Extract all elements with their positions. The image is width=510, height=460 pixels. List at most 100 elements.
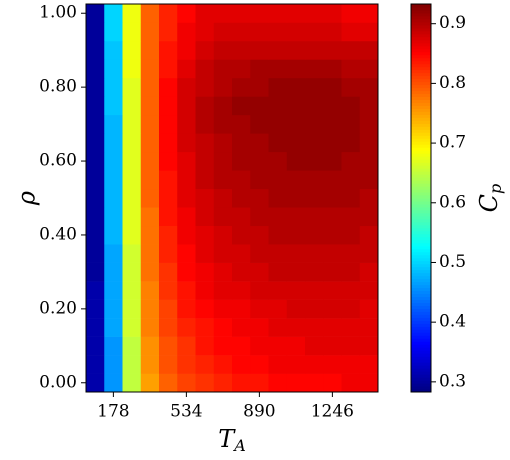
colorbar-swatch bbox=[411, 105, 431, 109]
heatmap-cell bbox=[359, 188, 379, 208]
y-tick-label: 0.60 bbox=[39, 151, 77, 171]
heatmap-cell bbox=[86, 318, 105, 337]
heatmap-cell bbox=[359, 373, 379, 393]
heatmap-cell bbox=[305, 77, 324, 97]
heatmap-cell bbox=[195, 40, 215, 60]
colorbar-swatch bbox=[411, 368, 431, 372]
colorbar-swatch bbox=[411, 4, 431, 8]
colorbar-swatch bbox=[411, 36, 431, 41]
colorbar-swatch bbox=[411, 227, 431, 232]
colorbar-swatch bbox=[411, 27, 431, 32]
colorbar-swatch bbox=[411, 233, 431, 238]
heatmap-cell bbox=[177, 281, 196, 300]
heatmap-cell bbox=[159, 225, 178, 245]
heatmap-cell bbox=[86, 281, 105, 300]
heatmap-cell bbox=[195, 281, 215, 300]
colorbar-swatch bbox=[411, 209, 431, 214]
heatmap-cell bbox=[286, 225, 306, 245]
heatmap-cell bbox=[140, 77, 160, 97]
colorbar-tick-label: 0.6 bbox=[439, 192, 466, 212]
colorbar-swatch bbox=[411, 195, 431, 199]
colorbar-swatch bbox=[411, 215, 431, 220]
heatmap-cell bbox=[195, 244, 215, 263]
heatmap-cell bbox=[159, 170, 178, 190]
heatmap-cell bbox=[305, 355, 324, 374]
heatmap-cell bbox=[232, 336, 251, 356]
heatmap-cell bbox=[359, 355, 379, 374]
heatmap-cell bbox=[86, 114, 105, 134]
heatmap-cell bbox=[323, 114, 342, 134]
heatmap-cell bbox=[305, 133, 324, 153]
heatmap-cell bbox=[177, 336, 196, 356]
heatmap-cell bbox=[122, 336, 142, 356]
heatmap-cell bbox=[305, 373, 324, 393]
heatmap-cell bbox=[122, 151, 142, 171]
heatmap-cell bbox=[140, 225, 160, 245]
colorbar-swatch bbox=[411, 236, 431, 241]
heatmap-cell bbox=[250, 22, 269, 42]
heatmap-cell bbox=[286, 59, 306, 79]
heatmap-cell bbox=[86, 336, 105, 356]
heatmap-cell bbox=[104, 225, 123, 245]
heatmap-cell bbox=[305, 299, 324, 319]
colorbar-swatch bbox=[411, 141, 431, 145]
colorbar-swatch bbox=[411, 114, 431, 118]
heatmap-cell bbox=[250, 170, 269, 190]
heatmap-cell bbox=[177, 318, 196, 337]
heatmap-cell bbox=[86, 22, 105, 42]
heatmap-cell bbox=[177, 225, 196, 245]
x-tick-label: 1246 bbox=[311, 402, 354, 422]
colorbar-swatch bbox=[411, 90, 431, 95]
colorbar-swatch bbox=[411, 365, 431, 369]
heatmap-cell bbox=[286, 188, 306, 208]
heatmap-cell bbox=[250, 244, 269, 263]
heatmap-cell bbox=[359, 281, 379, 300]
colorbar-frame bbox=[410, 3, 432, 393]
colorbar-swatch bbox=[411, 239, 431, 244]
heatmap-cell bbox=[140, 336, 160, 356]
x-tick-label: 178 bbox=[97, 402, 129, 422]
colorbar-swatch bbox=[411, 66, 431, 71]
heatmap-cell bbox=[177, 244, 196, 263]
y-axis-label: ρ bbox=[13, 191, 41, 206]
heatmap-cell bbox=[86, 299, 105, 319]
heatmap-cell bbox=[213, 59, 233, 79]
heatmap-cell bbox=[250, 77, 269, 97]
colorbar-swatch bbox=[411, 332, 431, 336]
heatmap-cell bbox=[359, 133, 379, 153]
heatmap-cell bbox=[268, 262, 288, 282]
colorbar-swatch bbox=[411, 323, 431, 327]
colorbar-swatch bbox=[411, 224, 431, 229]
heatmap-cell bbox=[232, 114, 251, 134]
heatmap-cell bbox=[323, 262, 342, 282]
colorbar-swatch bbox=[411, 54, 431, 59]
heatmap-cell bbox=[122, 299, 142, 319]
heatmap-cell bbox=[177, 355, 196, 374]
heatmap-cell bbox=[159, 281, 178, 300]
heatmap-cell bbox=[323, 373, 342, 393]
heatmap-cell bbox=[86, 40, 105, 60]
heatmap-cell bbox=[323, 299, 342, 319]
colorbar-swatch bbox=[411, 144, 431, 148]
heatmap-cell bbox=[122, 96, 142, 116]
heatmap-cell bbox=[177, 151, 196, 171]
heatmap-cell bbox=[250, 96, 269, 116]
heatmap-cell bbox=[323, 133, 342, 153]
heatmap-cell bbox=[359, 151, 379, 171]
heatmap-cell bbox=[86, 59, 105, 79]
heatmap-cell bbox=[177, 22, 196, 42]
heatmap-cell bbox=[104, 262, 123, 282]
heatmap-cell bbox=[140, 281, 160, 300]
heatmap-cell bbox=[268, 96, 288, 116]
heatmap-cell bbox=[305, 207, 324, 227]
heatmap-cell bbox=[213, 262, 233, 282]
heatmap-cell bbox=[323, 281, 342, 300]
heatmap-cell bbox=[86, 170, 105, 190]
colorbar-swatch bbox=[411, 159, 431, 163]
colorbar-swatch bbox=[411, 153, 431, 157]
heatmap-cell bbox=[213, 281, 233, 300]
heatmap-cell bbox=[323, 244, 342, 263]
heatmap-cell bbox=[286, 22, 306, 42]
heatmap-cell bbox=[268, 133, 288, 153]
heatmap-cell bbox=[268, 151, 288, 171]
